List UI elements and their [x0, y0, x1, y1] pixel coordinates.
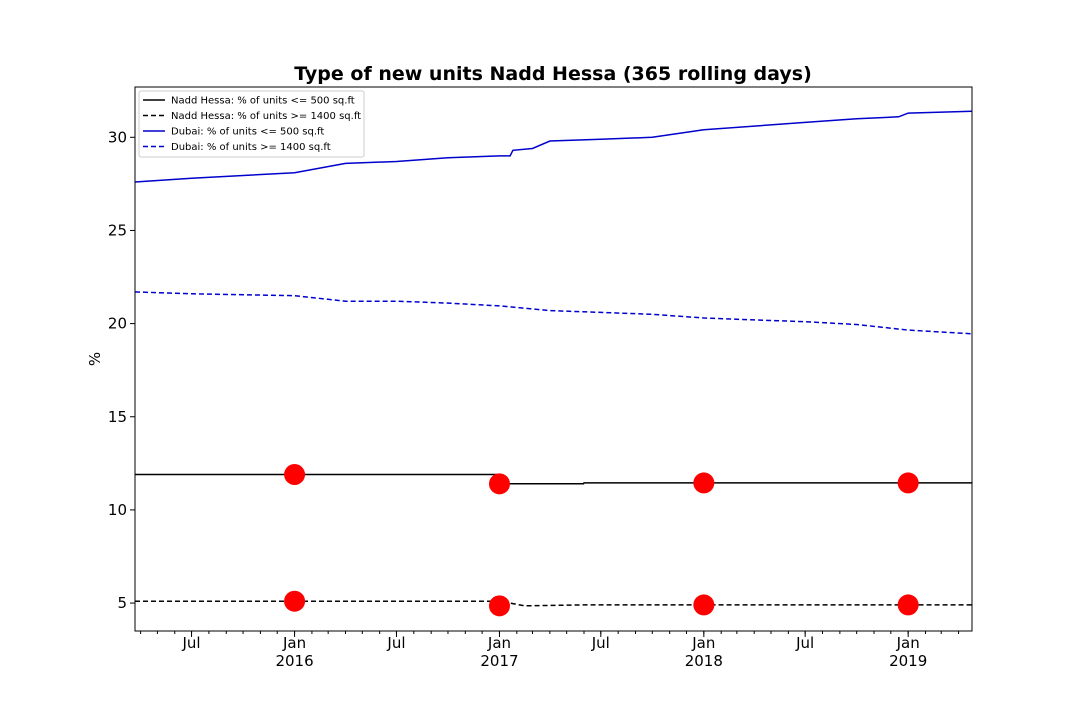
series-line-2	[135, 600, 972, 607]
data-point-marker	[897, 594, 919, 616]
marker-group	[284, 464, 919, 617]
x-tick-label: Jul	[386, 634, 405, 652]
legend-box	[138, 90, 365, 158]
x-tick-year-label: 2019	[889, 652, 927, 670]
y-axis-label: %	[86, 352, 104, 366]
y-tick-label: 15	[108, 408, 127, 426]
x-tick-label: Jan	[896, 634, 920, 652]
legend-label: Dubai: % of units <= 500 sq.ft	[171, 127, 324, 138]
x-tick-year-label: 2017	[480, 652, 518, 670]
x-tick-label: Jul	[795, 634, 814, 652]
legend-label: Nadd Hessa: % of units >= 1400 sq.ft	[171, 111, 361, 122]
x-tick-year-label: 2016	[275, 652, 313, 670]
legend: Nadd Hessa: % of units <= 500 sq.ft Nadd …	[138, 90, 365, 158]
x-tick-label: Jul	[591, 634, 610, 652]
y-tick-label: 25	[108, 221, 127, 239]
series-line-1	[135, 473, 972, 485]
data-point-marker	[693, 472, 715, 494]
series-group	[134, 110, 973, 607]
x-tick-label: Jul	[181, 634, 200, 652]
y-axis: 5 10 15 20 25 30	[108, 128, 135, 612]
data-point-marker	[488, 595, 510, 617]
series-line-4	[134, 291, 973, 335]
chart-title: Type of new units Nadd Hessa (365 rollin…	[294, 63, 812, 85]
legend-label: Dubai: % of units >= 1400 sq.ft	[171, 142, 331, 153]
x-tick-year-label: 2018	[685, 652, 723, 670]
plot-frame	[134, 86, 973, 632]
x-tick-label: Jan	[487, 634, 511, 652]
data-point-marker	[284, 590, 306, 612]
series-line-3	[134, 110, 973, 183]
legend-label: Nadd Hessa: % of units <= 500 sq.ft	[171, 96, 355, 107]
y-tick-label: 20	[108, 315, 127, 333]
y-tick-label: 30	[108, 128, 127, 146]
data-point-marker	[488, 473, 510, 495]
data-point-marker	[897, 472, 919, 494]
data-point-marker	[693, 594, 715, 616]
y-tick-label: 10	[108, 501, 127, 519]
x-tick-label: Jan	[691, 634, 715, 652]
data-point-marker	[284, 464, 306, 486]
y-tick-label: 5	[117, 594, 127, 612]
x-tick-label: Jan	[282, 634, 306, 652]
